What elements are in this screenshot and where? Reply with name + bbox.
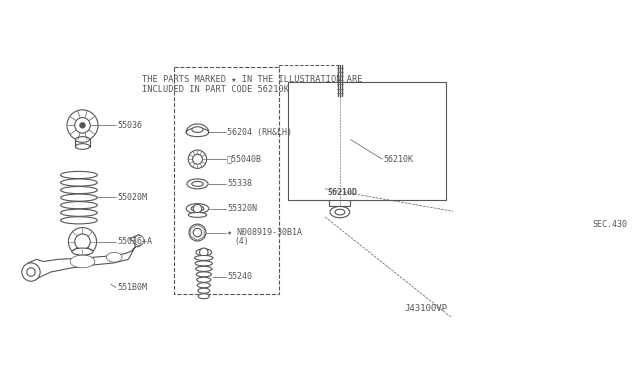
Polygon shape <box>474 202 632 362</box>
Circle shape <box>490 347 498 355</box>
Circle shape <box>534 320 544 330</box>
Ellipse shape <box>196 277 211 282</box>
Ellipse shape <box>196 272 211 277</box>
Circle shape <box>607 266 623 281</box>
Ellipse shape <box>197 283 211 288</box>
Ellipse shape <box>186 203 209 214</box>
Ellipse shape <box>61 179 97 186</box>
Text: ⁂55040B: ⁂55040B <box>227 155 262 164</box>
Polygon shape <box>25 235 143 280</box>
Circle shape <box>486 343 501 359</box>
Circle shape <box>27 268 35 276</box>
Ellipse shape <box>192 182 203 186</box>
Text: 56210K: 56210K <box>383 155 413 164</box>
Ellipse shape <box>70 255 95 268</box>
Ellipse shape <box>76 144 90 149</box>
Ellipse shape <box>195 256 213 260</box>
Ellipse shape <box>72 248 93 255</box>
Circle shape <box>188 150 207 169</box>
Ellipse shape <box>191 206 204 211</box>
Circle shape <box>575 354 584 362</box>
Circle shape <box>67 110 98 141</box>
Ellipse shape <box>192 127 203 132</box>
Circle shape <box>68 228 97 256</box>
Circle shape <box>134 235 144 245</box>
Circle shape <box>75 234 90 250</box>
Circle shape <box>351 185 359 193</box>
Ellipse shape <box>106 252 122 262</box>
Circle shape <box>193 154 202 164</box>
Text: 55036: 55036 <box>117 121 142 130</box>
Circle shape <box>566 310 576 320</box>
Ellipse shape <box>198 294 209 299</box>
Circle shape <box>482 213 490 221</box>
Ellipse shape <box>330 206 350 218</box>
Circle shape <box>189 224 206 241</box>
Text: ★ NÐ08919-30B1A: ★ NÐ08919-30B1A <box>227 228 302 237</box>
Ellipse shape <box>195 261 212 266</box>
Ellipse shape <box>186 128 209 137</box>
Ellipse shape <box>61 186 97 194</box>
Text: 55036+A: 55036+A <box>117 237 152 246</box>
Ellipse shape <box>196 266 212 272</box>
Text: 55338: 55338 <box>227 179 252 188</box>
Text: J43100VP: J43100VP <box>404 304 448 313</box>
Circle shape <box>611 301 627 317</box>
Ellipse shape <box>61 202 97 209</box>
Circle shape <box>534 266 544 276</box>
Ellipse shape <box>76 137 90 142</box>
Circle shape <box>528 278 568 318</box>
Circle shape <box>511 262 584 335</box>
Circle shape <box>79 122 85 128</box>
Text: 55020M: 55020M <box>117 193 147 202</box>
Circle shape <box>321 185 330 193</box>
Circle shape <box>478 209 493 225</box>
Ellipse shape <box>61 217 97 224</box>
Ellipse shape <box>198 288 210 293</box>
Ellipse shape <box>61 194 97 201</box>
Bar <box>330 96 351 206</box>
Circle shape <box>614 305 623 313</box>
Ellipse shape <box>335 209 345 215</box>
Text: SEC.430: SEC.430 <box>593 219 627 228</box>
Circle shape <box>75 118 90 133</box>
Circle shape <box>541 291 555 305</box>
Ellipse shape <box>61 209 97 217</box>
Text: THE PARTS MARKED ★ IN THE ILLUSTRATION ARE
INCLUDED IN PART CODE 56210K: THE PARTS MARKED ★ IN THE ILLUSTRATION A… <box>143 74 363 94</box>
Text: 55320N: 55320N <box>227 204 257 213</box>
Ellipse shape <box>188 212 207 217</box>
Circle shape <box>193 204 202 213</box>
Text: 551B0M: 551B0M <box>117 283 147 292</box>
Circle shape <box>611 269 619 278</box>
Ellipse shape <box>187 179 208 189</box>
Circle shape <box>22 263 40 281</box>
Circle shape <box>193 228 202 237</box>
Circle shape <box>515 293 525 303</box>
Ellipse shape <box>61 171 97 179</box>
Ellipse shape <box>196 249 212 256</box>
Circle shape <box>566 277 576 286</box>
Circle shape <box>200 248 208 257</box>
Circle shape <box>572 350 588 366</box>
Text: 55240: 55240 <box>227 272 252 282</box>
Bar <box>288 82 446 201</box>
Text: 56210D: 56210D <box>327 188 357 197</box>
Bar <box>174 67 279 294</box>
Text: 56204 (RH&LH): 56204 (RH&LH) <box>227 128 292 137</box>
Text: (4): (4) <box>234 237 249 246</box>
